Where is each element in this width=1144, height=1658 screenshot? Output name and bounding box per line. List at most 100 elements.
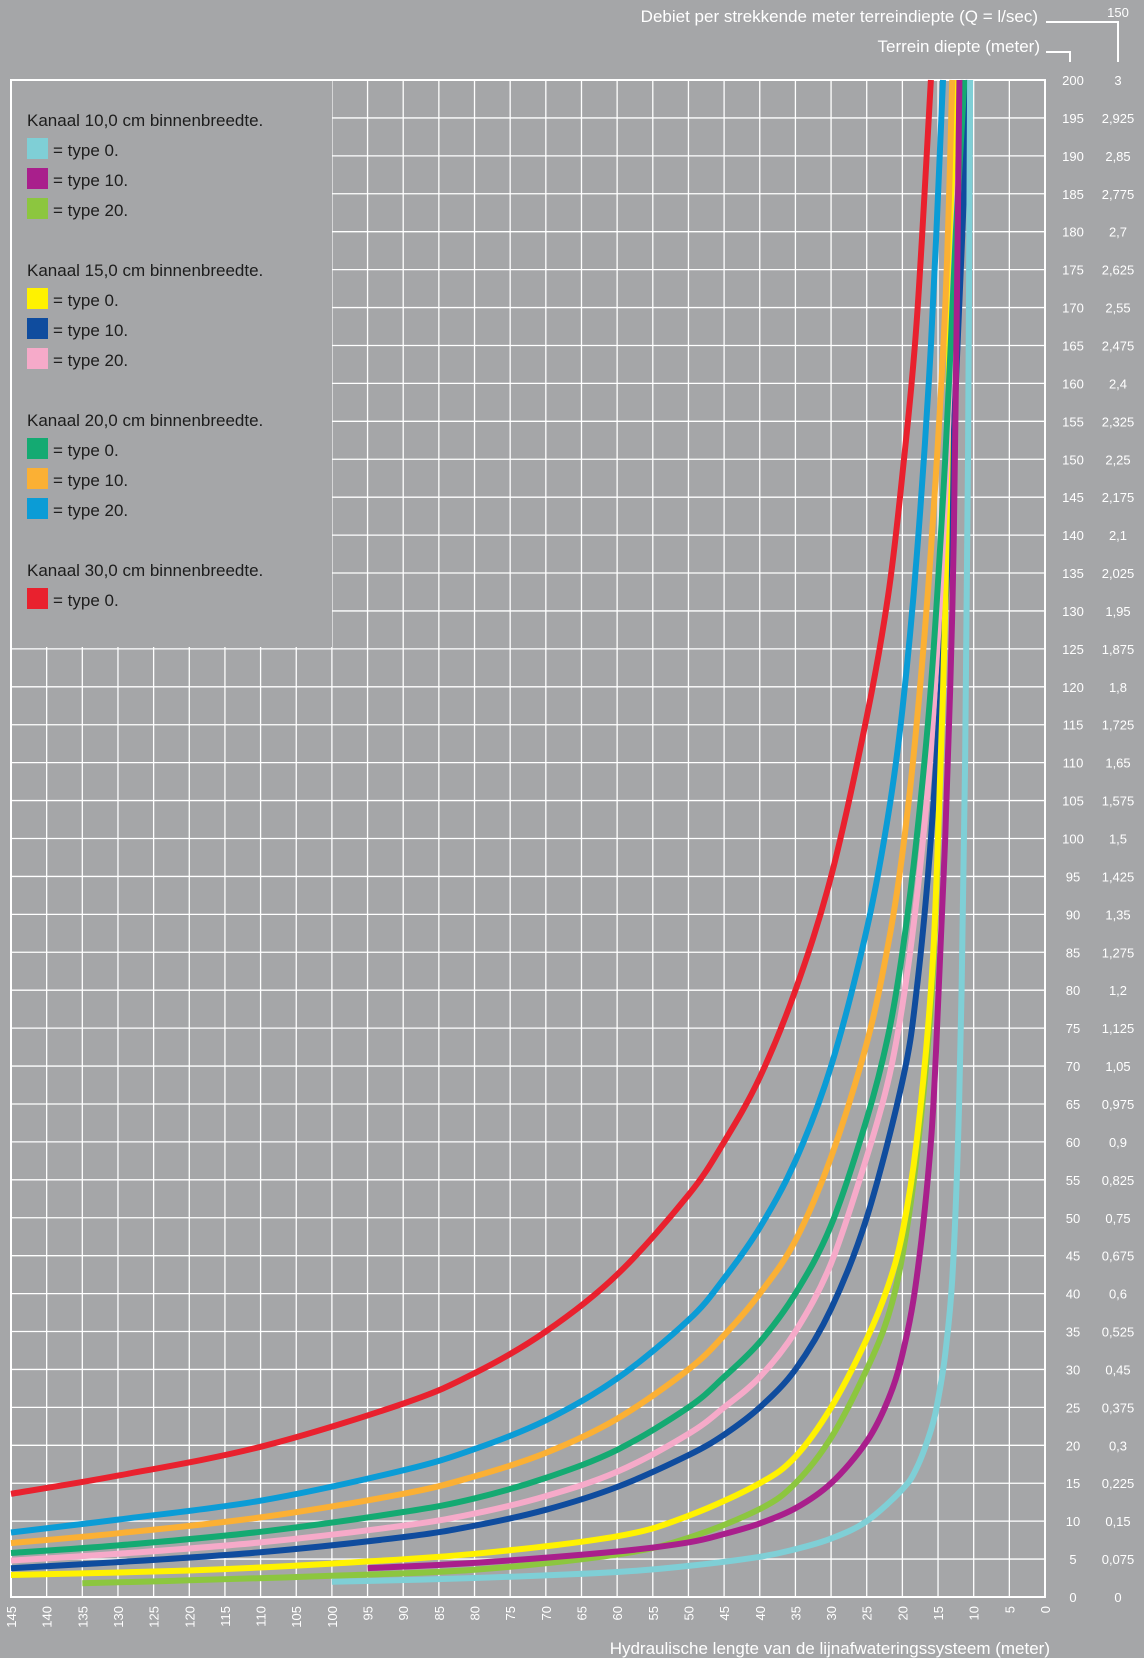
series-lines: [10, 79, 974, 1587]
y-tick-label-depth: 135: [1062, 566, 1084, 581]
secondary-axis-bracket: [1046, 21, 1119, 62]
y-tick-label-flow: 0: [1114, 1590, 1121, 1605]
y-tick-label-depth: 195: [1062, 111, 1084, 126]
x-tick-label: 130: [111, 1606, 126, 1628]
y-tick-label-depth: 130: [1062, 604, 1084, 619]
x-tick-label: 25: [860, 1606, 875, 1620]
x-tick-label: 70: [539, 1606, 554, 1620]
y-tick-label-depth: 45: [1066, 1249, 1080, 1264]
legend-group-title: Kanaal 30,0 cm binnenbreedte.: [27, 561, 263, 580]
legend-item-label: = type 10.: [53, 471, 128, 490]
y-tick-label-depth: 125: [1062, 642, 1084, 657]
y-tick-label-flow: 2,85: [1105, 149, 1130, 164]
x-tick-label: 120: [182, 1606, 197, 1628]
y-tick-label-depth: 190: [1062, 149, 1084, 164]
y-tick-label-flow: 2,25: [1105, 452, 1130, 467]
legend-item-label: = type 0.: [53, 441, 119, 460]
y-tick-label-flow: 2,325: [1102, 414, 1135, 429]
x-tick-label: 115: [218, 1606, 233, 1627]
y-tick-label-depth: 200: [1062, 73, 1084, 88]
y-tick-label-depth: 100: [1062, 832, 1084, 847]
legend-item-label: = type 0.: [53, 291, 119, 310]
primary-y-axis-title: Terrein diepte (meter): [877, 37, 1040, 56]
series-line: [10, 79, 934, 1497]
plot-frame: [10, 79, 1046, 1598]
legend: Kanaal 10,0 cm binnenbreedte. = type 0. = …: [12, 81, 332, 647]
y-tick-label-depth: 60: [1066, 1135, 1080, 1150]
x-tick-label: 10: [967, 1606, 982, 1620]
x-tick-label: 75: [503, 1606, 518, 1620]
y-tick-label-depth: 15: [1066, 1476, 1080, 1491]
legend-group-title: Kanaal 15,0 cm binnenbreedte.: [27, 261, 263, 280]
x-tick-label: 15: [931, 1606, 946, 1620]
y-tick-label-flow: 1,5: [1109, 832, 1127, 847]
y-tick-label-depth: 165: [1062, 338, 1084, 353]
axis-titles: Debiet per strekkende meter terreindiept…: [610, 5, 1129, 1658]
y-tick-label-depth: 120: [1062, 680, 1084, 695]
y-tick-label-depth: 145: [1062, 490, 1084, 505]
y-tick-label-depth: 80: [1066, 983, 1080, 998]
y-tick-label-flow: 2,475: [1102, 338, 1135, 353]
x-tick-label: 125: [147, 1606, 162, 1628]
secondary-axis-top-value: 150: [1107, 5, 1129, 20]
legend-swatch: [27, 498, 48, 519]
x-tick-label: 35: [788, 1606, 803, 1620]
legend-item-label: = type 10.: [53, 321, 128, 340]
y-tick-label-depth: 175: [1062, 263, 1084, 278]
legend-item-label: = type 20.: [53, 501, 128, 520]
y-tick-label-depth: 150: [1062, 452, 1084, 467]
series-line: [10, 79, 957, 1578]
y-tick-label-depth: 160: [1062, 376, 1084, 391]
y-tick-label-depth: 85: [1066, 945, 1080, 960]
y-tick-label-depth: 35: [1066, 1325, 1080, 1340]
x-tick-label: 90: [396, 1606, 411, 1620]
x-tick-label: 95: [361, 1606, 376, 1620]
y-tick-label-flow: 1,95: [1105, 604, 1130, 619]
y-tick-label-flow: 0,525: [1102, 1325, 1135, 1340]
y-tick-label-depth: 90: [1066, 907, 1080, 922]
y-tick-label-flow: 0,75: [1105, 1211, 1130, 1226]
x-tick-label: 20: [895, 1606, 910, 1620]
x-tick-label: 140: [40, 1606, 55, 1628]
y-tick-label-depth: 110: [1063, 756, 1084, 771]
y-tick-label-flow: 1,2: [1109, 983, 1127, 998]
x-tick-label: 0: [1038, 1606, 1053, 1613]
y-tick-label-depth: 20: [1066, 1438, 1080, 1453]
y-tick-label-flow: 1,35: [1105, 907, 1130, 922]
y-tick-label-depth: 170: [1062, 301, 1084, 316]
legend-swatch: [27, 198, 48, 219]
x-tick-label: 65: [575, 1606, 590, 1620]
series-line: [10, 79, 968, 1556]
x-tick-label: 100: [325, 1606, 340, 1628]
legend-item-label: = type 20.: [53, 351, 128, 370]
y-tick-label-depth: 185: [1062, 187, 1084, 202]
y-tick-label-depth: 155: [1062, 414, 1084, 429]
y-tick-label-flow: 1,275: [1102, 945, 1135, 960]
legend-item-label: = type 10.: [53, 171, 128, 190]
y-tick-label-flow: 1,65: [1105, 756, 1130, 771]
y-tick-label-flow: 2,1: [1109, 528, 1127, 543]
x-tick-label: 50: [681, 1606, 696, 1620]
y-tick-label-flow: 0,975: [1102, 1097, 1135, 1112]
legend-group-title: Kanaal 10,0 cm binnenbreedte.: [27, 111, 263, 130]
legend-swatch: [27, 588, 48, 609]
legend-swatch: [27, 438, 48, 459]
legend-swatch: [27, 348, 48, 369]
y-tick-label-depth: 25: [1066, 1400, 1080, 1415]
y-tick-label-flow: 1,125: [1102, 1021, 1135, 1036]
legend-swatch: [27, 138, 48, 159]
series-line: [367, 79, 963, 1572]
secondary-axis-title: Debiet per strekkende meter terreindiept…: [641, 7, 1038, 26]
y-tick-label-flow: 0,45: [1105, 1362, 1130, 1377]
legend-item-label: = type 20.: [53, 201, 128, 220]
legend-item-label: = type 0.: [53, 141, 119, 160]
x-tick-label: 60: [610, 1606, 625, 1620]
y-tick-label-depth: 50: [1066, 1211, 1080, 1226]
legend-item-label: = type 0.: [53, 591, 119, 610]
y-tick-label-flow: 0,9: [1109, 1135, 1127, 1150]
y-tick-label-depth: 70: [1066, 1059, 1080, 1074]
legend-swatch: [27, 288, 48, 309]
